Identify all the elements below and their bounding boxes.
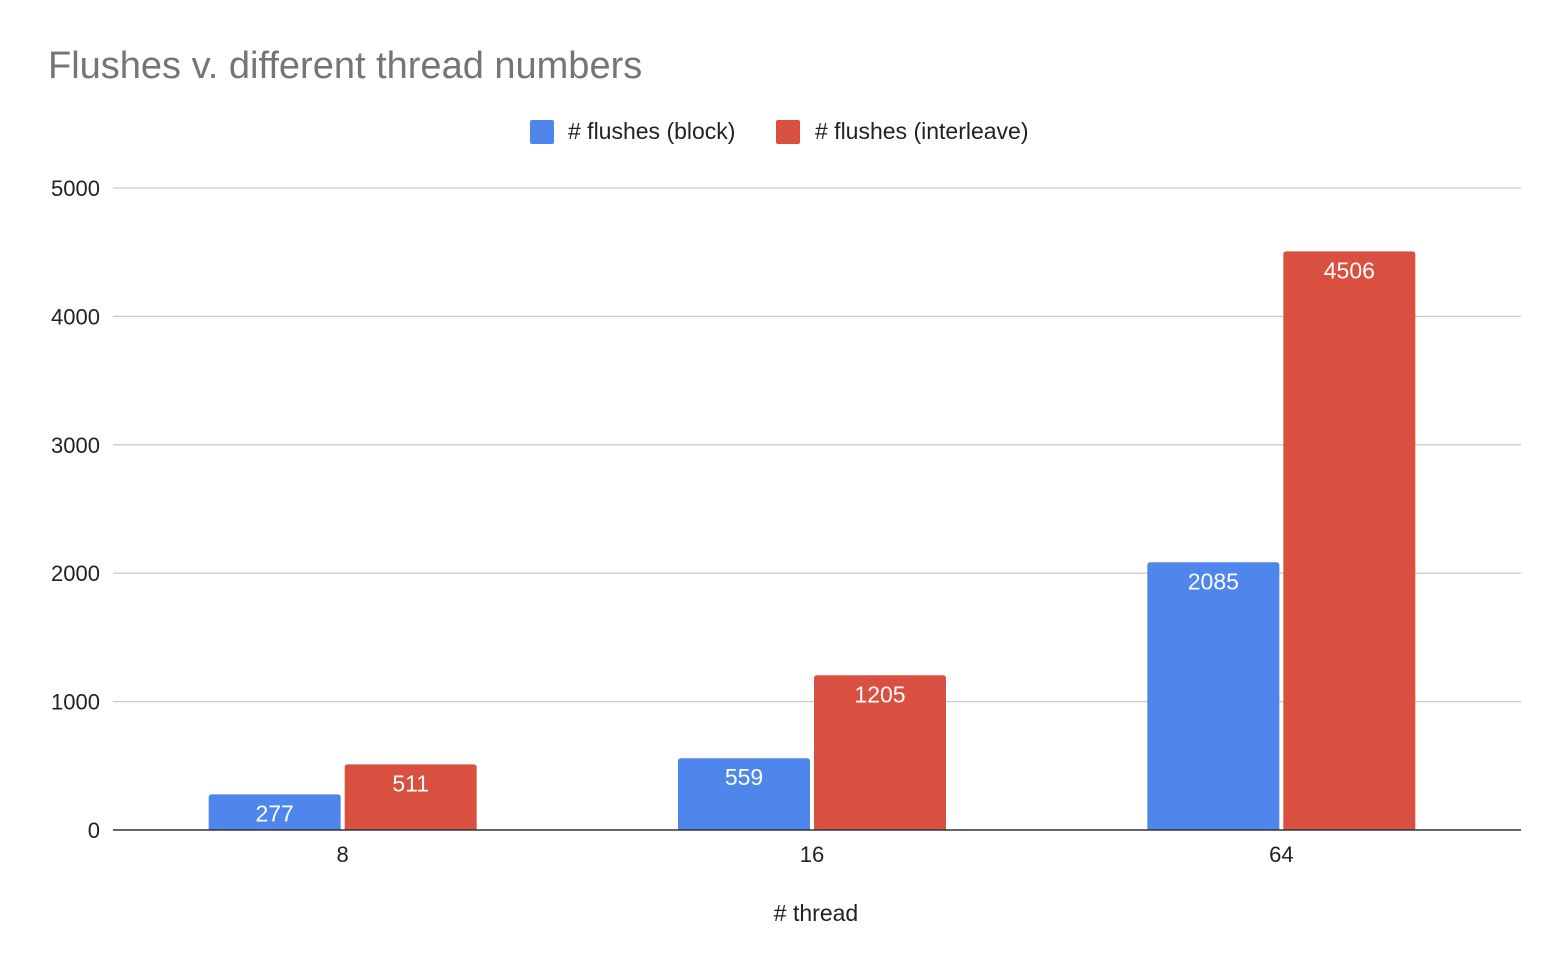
bar-interleave-8 [344,764,477,830]
y-axis-ticks: 0 1000 2000 3000 4000 5000 [51,176,100,843]
x-axis-title: # thread [774,900,858,926]
legend-swatch-block [530,120,554,144]
data-label: 1205 [854,681,905,707]
y-tick-label: 2000 [51,561,100,586]
bar-interleave-16 [814,675,946,830]
bar-interleave-64 [1283,251,1416,831]
y-tick-label: 0 [88,818,100,843]
y-tick-label: 5000 [51,176,100,201]
bars [208,251,1416,831]
y-tick-label: 1000 [51,690,100,715]
legend-label-block: # flushes (block) [568,118,735,144]
x-tick-label: 8 [337,842,349,867]
legend-label-interleave: # flushes (interleave) [815,118,1029,144]
data-label: 4506 [1324,257,1375,283]
x-tick-label: 64 [1269,842,1293,867]
data-label: 2085 [1188,568,1239,594]
bar-block-64 [1147,562,1280,830]
x-axis-ticks: 8 16 64 [337,842,1294,867]
x-tick-label: 16 [800,842,824,867]
y-tick-label: 4000 [51,304,100,329]
data-labels: 277 511 559 1205 2085 4506 [255,257,1374,826]
data-label: 559 [725,764,763,790]
legend: # flushes (block) # flushes (interleave) [530,118,1029,144]
bar-block-16 [678,758,810,830]
bar-block-8 [208,794,341,830]
data-label: 277 [255,800,293,826]
y-tick-label: 3000 [51,433,100,458]
data-label: 511 [392,770,429,796]
legend-swatch-interleave [776,120,800,144]
chart-title: Flushes v. different thread numbers [48,45,642,87]
